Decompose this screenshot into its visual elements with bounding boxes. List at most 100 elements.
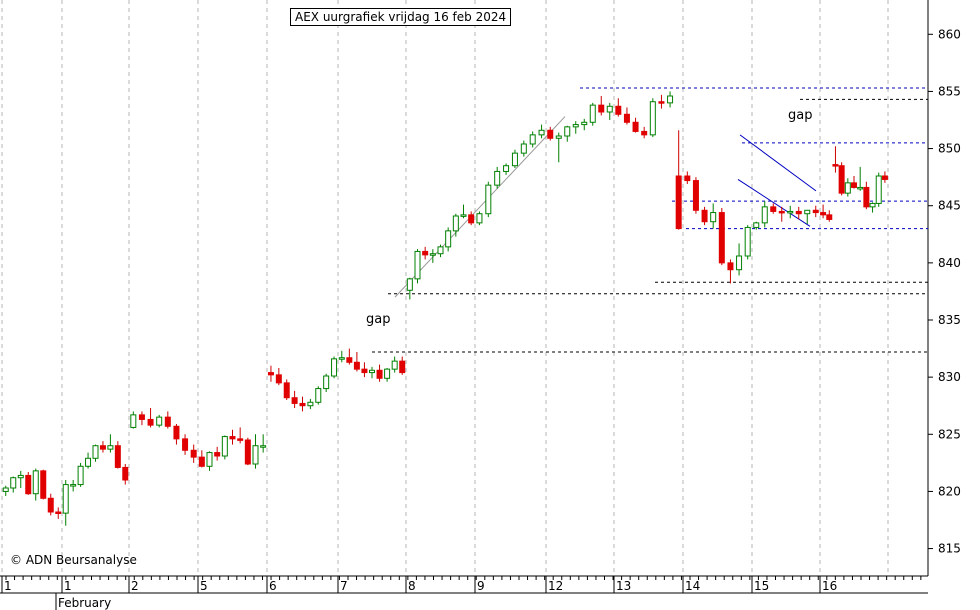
candle-body bbox=[40, 470, 47, 499]
candle-body bbox=[770, 206, 777, 212]
candle-body bbox=[17, 474, 24, 479]
y-tick-label: 835 bbox=[938, 313, 961, 327]
candle-body bbox=[70, 484, 77, 487]
candle-body bbox=[869, 202, 876, 208]
candle-body bbox=[164, 416, 171, 427]
candle-body bbox=[623, 113, 630, 123]
gap-annotation-2: gap bbox=[788, 108, 813, 123]
candle-body bbox=[460, 214, 467, 217]
candle-body bbox=[675, 175, 682, 230]
candle-body bbox=[692, 180, 699, 211]
candle-body bbox=[331, 358, 338, 377]
candle-body bbox=[237, 438, 244, 441]
candle-body bbox=[736, 255, 743, 271]
trendline-up bbox=[394, 116, 566, 298]
candle-body bbox=[701, 209, 708, 223]
candle-body bbox=[795, 210, 802, 215]
candle-body bbox=[863, 186, 870, 208]
x-tick-label: 15 bbox=[754, 579, 769, 593]
candle-body bbox=[606, 105, 613, 113]
x-tick-label: 2 bbox=[131, 579, 139, 593]
x-tick-label: 9 bbox=[477, 579, 485, 593]
candle-body bbox=[538, 129, 545, 136]
candle-body bbox=[114, 445, 121, 468]
candle-body bbox=[353, 361, 360, 370]
y-tick-label: 825 bbox=[938, 427, 961, 441]
candle-body bbox=[832, 164, 839, 167]
candle-body bbox=[826, 214, 833, 220]
candle-body bbox=[384, 368, 391, 379]
candle-body bbox=[851, 182, 857, 188]
candle-body bbox=[92, 445, 99, 459]
channel-lower bbox=[737, 179, 811, 227]
candle-body bbox=[77, 465, 84, 486]
candle-body bbox=[857, 186, 864, 190]
candle-body bbox=[468, 214, 475, 224]
candle-body bbox=[307, 401, 314, 407]
candle-body bbox=[572, 124, 579, 128]
candle-body bbox=[632, 121, 639, 132]
x-tick-label: 12 bbox=[548, 579, 563, 593]
gap-annotation-1: gap bbox=[366, 312, 391, 327]
y-tick-label: 860 bbox=[938, 27, 961, 41]
x-tick-label: 1 bbox=[4, 579, 12, 593]
candle-body bbox=[198, 456, 205, 467]
chart-title: AEX uurgrafiek vrijdag 16 feb 2024 bbox=[290, 8, 512, 26]
candle-body bbox=[555, 135, 562, 139]
candle-body bbox=[649, 101, 656, 136]
candle-body bbox=[414, 250, 421, 280]
month-label: February bbox=[58, 596, 111, 610]
y-tick-label: 820 bbox=[938, 484, 961, 498]
candle-body bbox=[547, 129, 554, 139]
candle-body bbox=[710, 212, 717, 223]
candle-body bbox=[529, 134, 536, 145]
candle-body bbox=[55, 511, 62, 514]
candle-body bbox=[820, 212, 827, 216]
candle-body bbox=[503, 165, 510, 172]
candle-body bbox=[778, 210, 785, 214]
candle-body bbox=[520, 143, 527, 154]
y-tick-label: 855 bbox=[938, 84, 961, 98]
candle-body bbox=[422, 250, 429, 256]
candle-body bbox=[391, 360, 398, 370]
candle-body bbox=[291, 397, 298, 404]
candle-body bbox=[406, 278, 413, 291]
candle-body bbox=[315, 388, 322, 403]
candle-body bbox=[99, 445, 106, 450]
candle-body bbox=[323, 375, 330, 390]
candle-body bbox=[437, 246, 444, 255]
candle-body bbox=[787, 210, 794, 214]
candle-body bbox=[838, 165, 845, 194]
candle-body bbox=[812, 209, 819, 214]
candle-body bbox=[667, 95, 674, 104]
candle-body bbox=[598, 104, 605, 113]
candle-body bbox=[283, 382, 290, 399]
candle-body bbox=[221, 436, 228, 457]
candle-body bbox=[589, 104, 596, 123]
candle-body bbox=[47, 497, 54, 513]
candle-body bbox=[399, 360, 406, 374]
candle-body bbox=[32, 470, 39, 495]
x-tick-label: 7 bbox=[340, 579, 348, 593]
candle-body bbox=[429, 253, 436, 256]
candle-body bbox=[564, 126, 571, 137]
candle-body bbox=[658, 101, 665, 104]
y-tick-label: 845 bbox=[938, 199, 961, 213]
candle-body bbox=[452, 215, 459, 232]
candle-body bbox=[182, 438, 189, 451]
y-tick-label: 850 bbox=[938, 142, 961, 156]
candle-body bbox=[229, 436, 236, 440]
candle-body bbox=[214, 452, 221, 457]
x-tick-label: 13 bbox=[616, 579, 631, 593]
copyright-label: © ADN Beursanalyse bbox=[10, 553, 137, 567]
candle-body bbox=[275, 374, 282, 384]
candle-body bbox=[299, 402, 306, 407]
candle-body bbox=[844, 182, 851, 194]
x-tick-label: 6 bbox=[269, 579, 277, 593]
candle-body bbox=[761, 206, 768, 224]
candle-body bbox=[684, 175, 691, 182]
x-tick-label: 1 bbox=[64, 579, 72, 593]
candle-body bbox=[267, 372, 274, 376]
candle-body bbox=[744, 226, 751, 257]
